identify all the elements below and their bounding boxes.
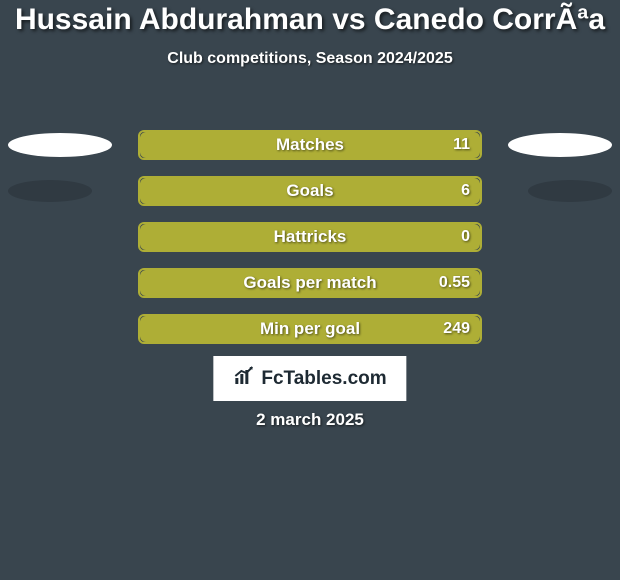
stat-bar-fill [140,178,480,204]
page-title: Hussain Abdurahman vs Canedo CorrÃªa [0,0,620,36]
brand-text: FcTables.com [261,368,386,390]
brand-badge: FcTables.com [213,356,406,401]
stat-row: Min per goal249 [0,306,620,352]
stat-row: Goals per match0.55 [0,260,620,306]
stat-row: Hattricks0 [0,214,620,260]
stat-bar-fill [140,132,480,158]
date-text: 2 march 2025 [0,410,620,430]
stat-row: Goals6 [0,168,620,214]
player-a-marker [8,180,92,202]
stat-bar-fill [140,270,480,296]
stat-rows: Matches11 Goals6 Hattricks0 Goals per match… [0,122,620,352]
stat-bar-fill [140,224,480,250]
stat-bar: Hattricks0 [138,222,482,252]
comparison-infographic: Hussain Abdurahman vs Canedo CorrÃªa Clu… [0,0,620,580]
stat-bar: Min per goal249 [138,314,482,344]
player-a-marker [8,133,112,157]
subtitle: Club competitions, Season 2024/2025 [0,50,620,68]
stat-bar: Matches11 [138,130,482,160]
player-b-marker [508,133,612,157]
stat-bar-fill [140,316,480,342]
barchart-icon [233,366,255,391]
stat-bar: Goals per match0.55 [138,268,482,298]
player-b-marker [528,180,612,202]
stat-bar: Goals6 [138,176,482,206]
stat-row: Matches11 [0,122,620,168]
